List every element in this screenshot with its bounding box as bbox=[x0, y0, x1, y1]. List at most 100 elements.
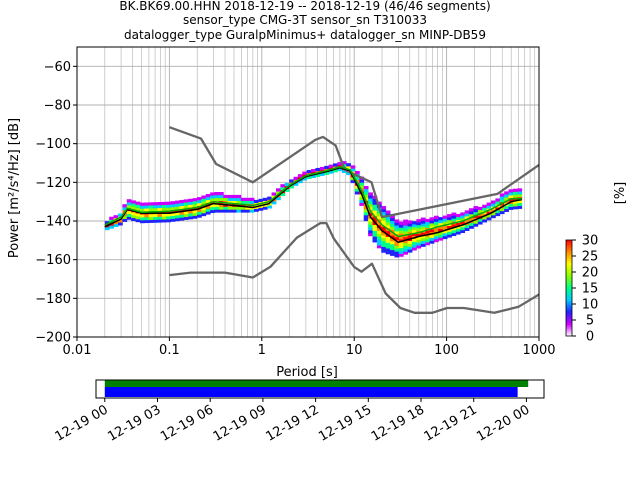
new-high-noise-model-line bbox=[169, 126, 540, 219]
density-cell bbox=[394, 225, 400, 229]
density-cell bbox=[425, 242, 430, 246]
density-cell bbox=[280, 184, 286, 188]
psd-plot-area: 0.01 0.1 1 10 100 1000 −60 −80 −100 −120 −140 −160 −… bbox=[35, 46, 556, 358]
density-cell bbox=[249, 200, 255, 204]
density-cell bbox=[504, 208, 509, 212]
median-psd-line bbox=[104, 167, 522, 244]
density-cell bbox=[368, 230, 373, 234]
density-cell bbox=[394, 251, 400, 255]
density-cell bbox=[359, 196, 365, 201]
density-cell bbox=[425, 218, 430, 223]
density-cell bbox=[412, 247, 417, 251]
density-cell bbox=[161, 204, 167, 208]
density-cell bbox=[455, 213, 461, 218]
density-cell bbox=[113, 215, 119, 219]
density-cell bbox=[306, 170, 312, 174]
density-cell bbox=[376, 239, 382, 243]
density-cell bbox=[508, 203, 514, 208]
density-cell bbox=[469, 225, 474, 229]
timeline-tick-label: 12-19 06 bbox=[158, 402, 216, 444]
density-cell bbox=[359, 202, 365, 206]
density-cell bbox=[385, 210, 391, 214]
density-cell bbox=[354, 188, 360, 192]
density-cell bbox=[420, 243, 426, 247]
density-cell bbox=[188, 210, 193, 214]
density-cell bbox=[403, 236, 409, 241]
available-data-bar bbox=[104, 380, 529, 387]
timeline-tick-label: 12-19 12 bbox=[263, 402, 321, 444]
density-cell bbox=[201, 212, 207, 217]
density-cell bbox=[240, 209, 246, 213]
density-cell bbox=[175, 206, 180, 210]
density-cell bbox=[363, 214, 369, 219]
density-cell bbox=[499, 193, 505, 197]
density-cell bbox=[289, 179, 294, 183]
density-cell bbox=[407, 223, 413, 227]
density-cell bbox=[385, 225, 391, 229]
density-cell bbox=[166, 213, 172, 217]
density-cell bbox=[420, 223, 426, 227]
density-cell bbox=[517, 194, 523, 198]
density-cell bbox=[517, 202, 523, 207]
density-cell bbox=[368, 221, 373, 225]
density-cell bbox=[403, 219, 409, 223]
density-cell bbox=[192, 201, 198, 205]
density-cell bbox=[416, 222, 422, 226]
density-cell bbox=[201, 195, 207, 199]
density-cell bbox=[210, 206, 215, 211]
density-cell bbox=[232, 209, 237, 213]
density-cell bbox=[363, 188, 369, 193]
density-cell bbox=[139, 208, 145, 212]
density-cell bbox=[341, 169, 347, 173]
timeline-tick-label: 12-19 09 bbox=[211, 402, 269, 444]
density-cell bbox=[394, 231, 400, 235]
density-cell bbox=[376, 236, 382, 240]
density-cell bbox=[354, 176, 360, 180]
density-cell bbox=[170, 206, 176, 211]
density-cell bbox=[354, 170, 360, 175]
density-cell bbox=[157, 204, 163, 209]
density-cell bbox=[490, 203, 496, 207]
density-cell bbox=[447, 214, 452, 218]
density-cell bbox=[192, 212, 198, 216]
density-cell bbox=[122, 215, 128, 220]
density-cell bbox=[144, 208, 150, 212]
density-cell bbox=[394, 236, 400, 241]
density-cell bbox=[486, 211, 492, 215]
density-cell bbox=[469, 222, 474, 226]
density-cell bbox=[368, 212, 373, 216]
density-cell bbox=[486, 214, 492, 218]
density-cell bbox=[425, 230, 430, 234]
density-cell bbox=[117, 222, 123, 226]
density-cell bbox=[442, 221, 448, 225]
colorbar-ramp bbox=[565, 239, 573, 337]
density-cell bbox=[205, 211, 211, 215]
density-cell bbox=[425, 239, 430, 243]
density-cell bbox=[429, 226, 435, 230]
density-cell bbox=[297, 174, 303, 178]
colorbar-tick-label: 15 bbox=[582, 282, 599, 297]
density-cell bbox=[245, 209, 251, 213]
density-cell bbox=[512, 203, 518, 207]
density-cell bbox=[381, 226, 387, 230]
density-cell bbox=[455, 231, 461, 235]
density-cell bbox=[490, 212, 496, 216]
density-cell bbox=[166, 219, 172, 223]
density-cell bbox=[188, 216, 193, 220]
density-cell bbox=[390, 235, 395, 239]
density-cell bbox=[451, 215, 457, 219]
density-cell bbox=[306, 175, 312, 180]
density-cell bbox=[131, 203, 136, 207]
density-cell bbox=[368, 195, 373, 199]
density-cell bbox=[398, 241, 404, 246]
density-cell bbox=[368, 204, 373, 208]
density-cell bbox=[214, 206, 220, 210]
density-cell bbox=[368, 224, 373, 228]
density-cell bbox=[495, 201, 501, 205]
density-cell bbox=[144, 216, 150, 221]
density-cell bbox=[490, 214, 496, 219]
density-cell bbox=[144, 202, 150, 206]
density-cell bbox=[460, 221, 466, 225]
density-cell bbox=[442, 232, 448, 237]
